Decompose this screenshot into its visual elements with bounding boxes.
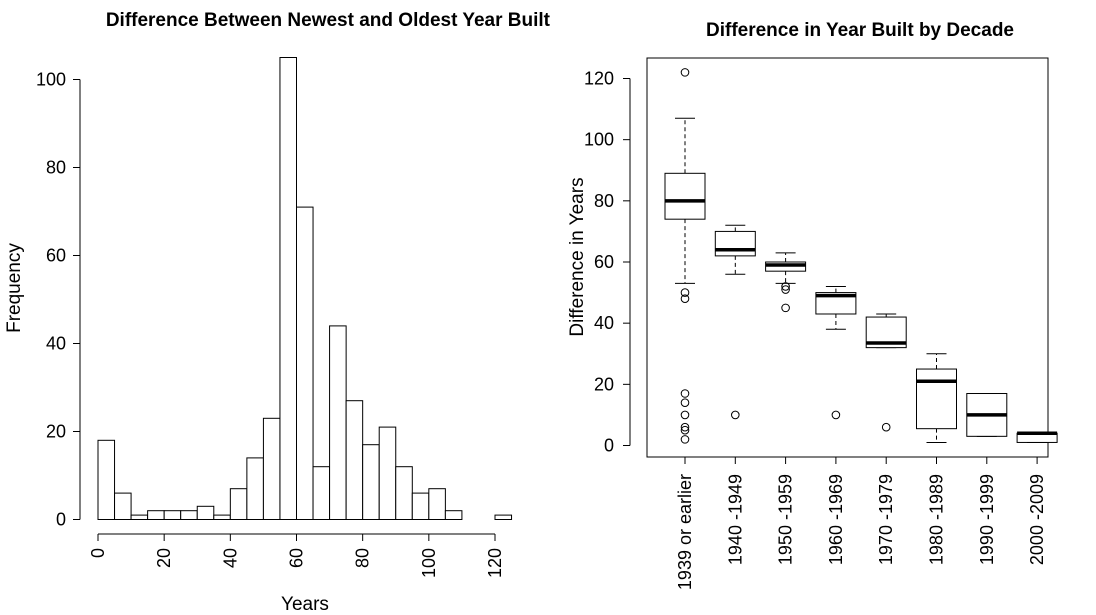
histogram-bars <box>97 57 513 521</box>
boxplot-box-group <box>1016 431 1058 443</box>
histogram-bar-17 <box>378 426 397 521</box>
boxplot-outlier <box>731 410 740 420</box>
boxplot-outlier <box>881 422 891 432</box>
boxplot-category-label: 2000 -2009 <box>1027 474 1047 565</box>
boxplot-y-tick-label: 40 <box>594 313 614 333</box>
histogram-x-label: Years <box>281 594 329 615</box>
histogram-bar-10 <box>262 417 281 520</box>
boxplot-category-label: 1960 -1969 <box>826 474 846 565</box>
histogram-bar-14 <box>329 325 347 520</box>
histogram-x-tick-label: 60 <box>287 548 307 568</box>
boxplot-outlier <box>680 294 690 304</box>
boxplot-outlier <box>680 410 690 420</box>
boxplot-y-axis: 0 20 40 60 80 100 120 <box>584 69 631 456</box>
histogram-bar-6 <box>196 505 215 520</box>
boxplot-box <box>815 292 857 315</box>
boxplot-title: Difference in Year Built by Decade <box>706 20 1014 41</box>
boxplot-outlier <box>680 425 690 435</box>
boxplot-box-group <box>664 68 706 444</box>
histogram-x-tick-label: 0 <box>88 548 108 558</box>
histogram-bar-13 <box>312 466 331 521</box>
boxplot-panel: Difference in Year Built by Decade 0 20 40… <box>567 20 1058 590</box>
boxplot-box-group <box>966 393 1008 437</box>
boxplot-category-label: 1970 -1979 <box>876 474 896 565</box>
boxplot-box <box>714 230 756 257</box>
histogram-x-tick-label: 20 <box>154 548 174 568</box>
boxplot-outlier <box>781 303 790 313</box>
histogram-y-label: Frequency <box>4 243 25 333</box>
boxplot-marks <box>664 68 1058 444</box>
boxplot-outlier <box>781 282 790 291</box>
boxplot-y-tick-label: 0 <box>604 436 614 456</box>
boxplot-box-group <box>714 224 756 420</box>
boxplot-y-tick-label: 120 <box>584 69 614 89</box>
boxplot-y-tick-label: 20 <box>594 374 614 394</box>
histogram-panel: Difference Between Newest and Oldest Yea… <box>4 10 551 615</box>
boxplot-box-group <box>865 313 907 432</box>
histogram-bar-4 <box>163 510 182 521</box>
histogram-bar-9 <box>246 457 264 520</box>
histogram-bar-5 <box>180 510 198 521</box>
boxplot-x-axis: 1939 or earlier 1940 -1949 1950 -1959 1960 … <box>675 456 1047 590</box>
histogram-bar-19 <box>411 492 430 521</box>
boxplot-y-tick-label: 60 <box>594 252 614 272</box>
boxplot-outlier <box>781 285 790 294</box>
histogram-x-tick-label: 40 <box>220 548 240 568</box>
boxplot-outlier <box>680 435 690 444</box>
boxplot-box-group <box>765 252 807 313</box>
histogram-bar-0 <box>97 439 116 520</box>
boxplot-outlier <box>680 288 690 297</box>
boxplot-box <box>916 368 957 430</box>
histogram-y-tick-label: 20 <box>46 422 66 442</box>
histogram-bar-24 <box>494 514 513 520</box>
boxplot-category-label: 1940 -1949 <box>725 474 745 565</box>
histogram-y-tick-label: 0 <box>56 510 66 530</box>
histogram-bar-12 <box>296 206 314 520</box>
histogram-bar-15 <box>345 400 364 521</box>
boxplot-y-tick-label: 80 <box>594 191 614 211</box>
histogram-bar-11 <box>279 57 298 520</box>
histogram-y-axis: 0 20 40 60 80 100 <box>36 70 81 530</box>
boxplot-category-label: 1950 -1959 <box>776 474 796 565</box>
boxplot-box <box>664 172 706 220</box>
histogram-bar-7 <box>213 514 231 520</box>
histogram-bar-20 <box>428 488 446 521</box>
histogram-x-axis: 0 20 40 60 80 100 120 <box>88 533 505 578</box>
boxplot-category-label: 1980 -1989 <box>927 474 947 565</box>
boxplot-y-tick-label: 100 <box>584 130 614 150</box>
boxplot-box-group <box>916 353 957 443</box>
boxplot-y-label: Difference in Years <box>567 177 588 336</box>
histogram-bar-1 <box>114 492 132 521</box>
histogram-bar-8 <box>229 488 248 521</box>
histogram-y-tick-label: 80 <box>46 158 66 178</box>
boxplot-outlier <box>680 398 690 407</box>
boxplot-category-label: 1939 or earlier <box>675 474 695 590</box>
boxplot-outlier <box>680 68 690 77</box>
boxplot-outlier <box>680 389 690 398</box>
boxplot-outlier <box>680 422 690 432</box>
histogram-y-tick-label: 40 <box>46 334 66 354</box>
boxplot-box-group <box>815 285 857 420</box>
histogram-bar-18 <box>395 466 413 521</box>
boxplot-category-label: 1990 -1999 <box>977 474 997 565</box>
histogram-y-tick-label: 100 <box>36 70 66 90</box>
histogram-x-tick-label: 100 <box>419 548 439 578</box>
histogram-bar-2 <box>130 514 149 520</box>
histogram-x-tick-label: 120 <box>485 548 505 578</box>
histogram-title: Difference Between Newest and Oldest Yea… <box>106 10 551 31</box>
histogram-bar-16 <box>362 444 380 521</box>
histogram-bar-3 <box>147 510 165 521</box>
histogram-bar-21 <box>444 510 463 521</box>
boxplot-outlier <box>831 410 841 420</box>
histogram-x-tick-label: 80 <box>353 548 373 568</box>
histogram-y-tick-label: 60 <box>46 246 66 266</box>
